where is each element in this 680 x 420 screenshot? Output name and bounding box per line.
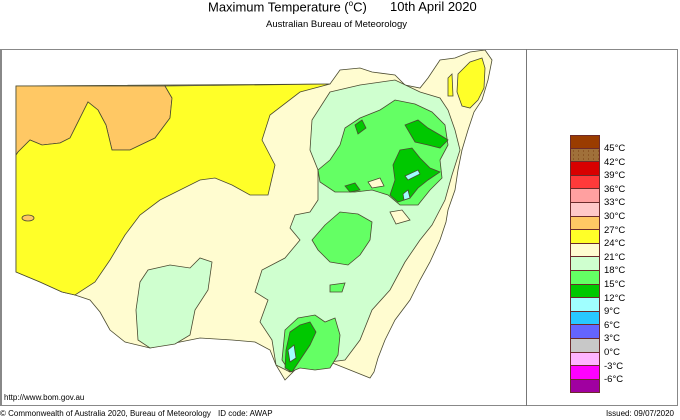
legend-label-15: 15°C (604, 279, 626, 290)
legend-swatch-minus3-0 (570, 352, 600, 367)
legend-swatch-39-42 (570, 162, 600, 176)
legend-swatch-6-9 (570, 311, 600, 326)
legend-label-39: 39°C (604, 170, 626, 182)
chart-title: Maximum Temperature (oC) 10th April 2020 (0, 0, 680, 17)
issued-date: Issued: 09/07/2020 (605, 409, 674, 418)
legend-label-3: 3°C (604, 333, 620, 345)
legend-swatch-21-24 (570, 243, 600, 258)
legend-label-9: 9°C (604, 306, 620, 318)
legend-swatch-18-21 (570, 257, 600, 271)
legend-label-42: 42°C (604, 156, 626, 168)
legend-swatch-45-plus (570, 135, 600, 149)
website-url[interactable]: http://www.bom.gov.au (4, 393, 85, 402)
legend-label-33: 33°C (604, 197, 626, 209)
legend-label-21: 21°C (604, 251, 626, 263)
legend-swatch-30-33 (570, 203, 600, 217)
legend-label-6: 6°C (604, 319, 620, 331)
legend-label-45: 45°C (604, 143, 626, 154)
legend-swatch-33-36 (570, 189, 600, 203)
legend-swatch-42-45 (570, 148, 600, 163)
legend-swatch-9-12 (570, 298, 600, 312)
title-text: Maximum Temperature (oC) (208, 0, 367, 15)
legend-swatch-36-39 (570, 175, 600, 190)
map-frame (0, 49, 678, 406)
date-label: 10th April 2020 (390, 0, 477, 14)
id-code: ID code: AWAP (218, 409, 273, 418)
legend-label-24: 24°C (604, 238, 626, 250)
legend-label-0: 0°C (604, 347, 620, 358)
zone-24-27-ne (456, 57, 486, 109)
subtitle: Australian Bureau of Meteorology (266, 19, 407, 30)
legend-label-30: 30°C (604, 211, 626, 222)
legend-divider (526, 49, 527, 406)
legend-swatch-below-minus6 (570, 379, 600, 394)
legend-label-18: 18°C (604, 265, 626, 277)
copyright-notice: © Commonwealth of Australia 2020, Bureau… (0, 409, 211, 418)
legend-swatch-15-18 (570, 271, 600, 285)
zone-27-30-small (21, 214, 35, 222)
legend-swatch-0-3 (570, 339, 600, 353)
legend-swatch-minus6-minus3 (570, 366, 600, 380)
legend-label-36: 36°C (604, 183, 626, 195)
legend-label-27: 27°C (604, 224, 626, 236)
zone-12-15-north (404, 119, 449, 149)
legend-swatch-24-27 (570, 230, 600, 244)
legend-label-12: 12°C (604, 292, 626, 304)
legend-swatch-3-6 (570, 325, 600, 339)
zone-24-27 (15, 83, 331, 296)
zone-15-18-mid (311, 211, 373, 266)
temperature-map (15, 50, 493, 381)
legend-swatch-12-15 (570, 284, 600, 299)
zone-9-12 (404, 169, 421, 181)
legend-label-minus3: -3°C (604, 360, 624, 372)
legend-swatch-27-30 (570, 216, 600, 231)
zone-18-21-west (135, 257, 213, 349)
legend-label-minus6: -6°C (604, 374, 624, 386)
